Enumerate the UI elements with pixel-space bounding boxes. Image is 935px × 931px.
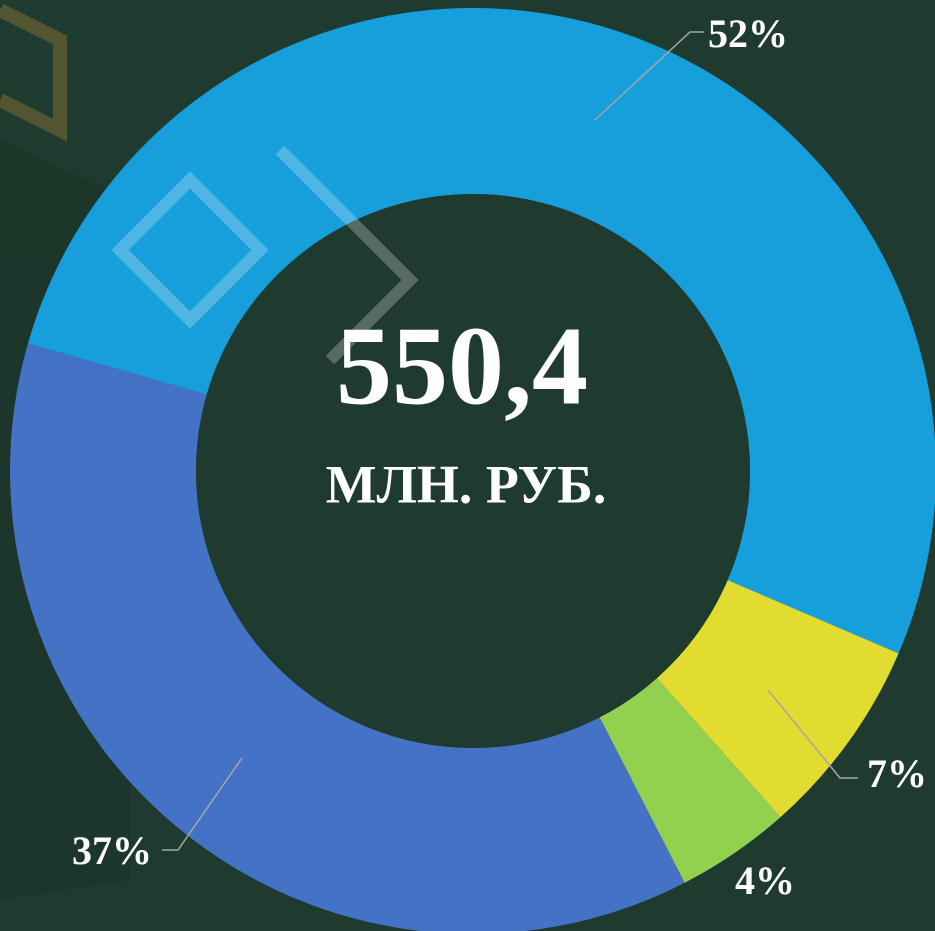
center-unit: МЛН. РУБ.	[326, 454, 607, 514]
chart: 550,4 МЛН. РУБ. 52% 7% 4% 37%	[0, 0, 935, 931]
data-label: 7%	[867, 751, 927, 796]
data-label: 37%	[72, 828, 152, 873]
center-value: 550,4	[336, 305, 588, 429]
data-label: 4%	[735, 858, 795, 903]
data-label: 52%	[708, 11, 788, 56]
